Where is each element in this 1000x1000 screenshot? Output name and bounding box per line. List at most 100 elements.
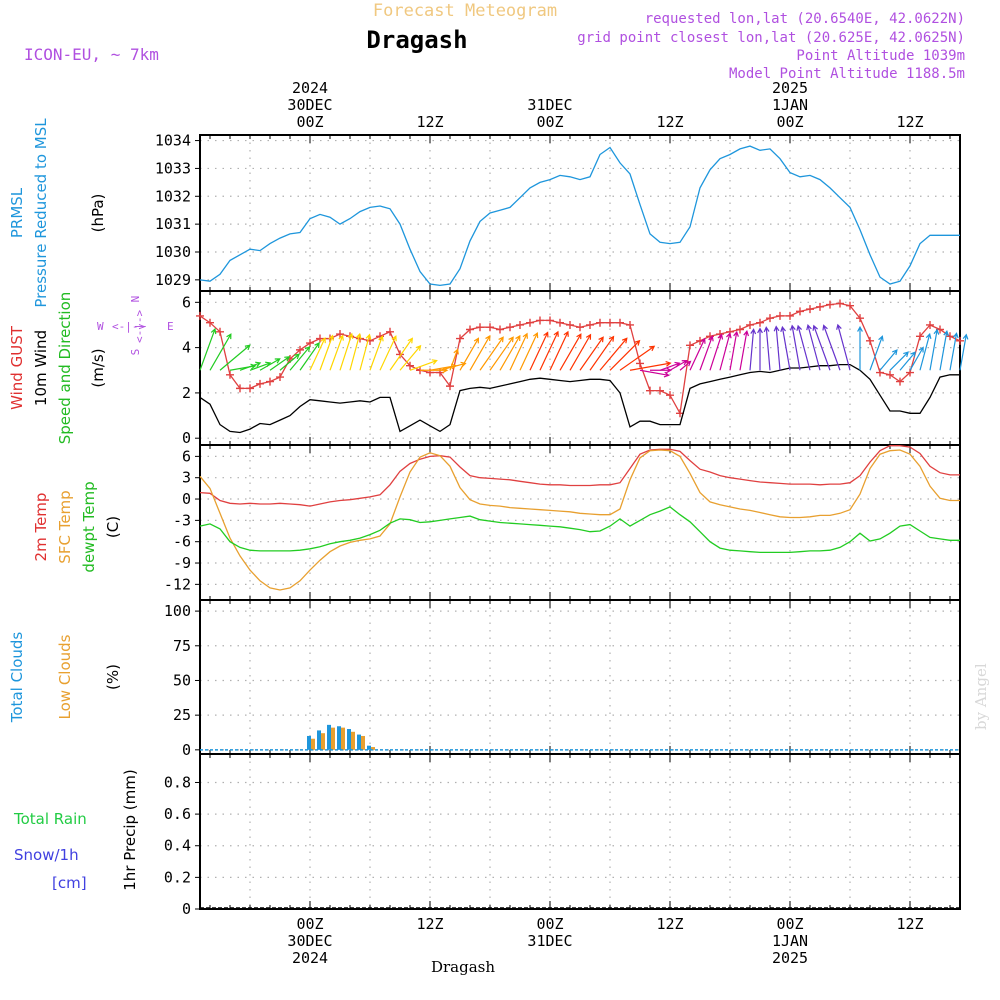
gust-marker [946,332,954,341]
wind-direction-arrow [869,335,884,371]
gust-marker [766,314,774,323]
gust-marker [646,386,654,395]
gust-marker [486,323,494,332]
side-label: Total Clouds [8,632,26,724]
gust-marker [476,323,484,332]
y-tick-label: 75 [173,637,191,655]
wind-direction-arrow [806,324,821,371]
panel-frame [199,753,961,910]
series-prmsl [199,145,960,287]
wind-direction-arrow [489,336,514,371]
wind-direction-arrow [749,328,757,371]
bar-total-clouds [337,726,341,750]
panel-pressure: 1029 1030 1031 1032 1033 1034 [155,132,961,292]
wind-direction-arrow [569,333,592,371]
wind-direction-arrow [349,332,362,371]
wind-direction-arrow [329,334,344,371]
wind-direction-arrow [269,356,291,371]
series-wind-gust [199,302,961,416]
gust-marker [756,318,764,327]
series-dewpt-temp [199,506,960,554]
gust-marker [266,377,274,386]
wind-direction-arrow [699,335,714,371]
compass-arrows-h: <-|-> [112,320,145,333]
wind-compass: N S W E <-|-> <-|-> [97,296,174,356]
wind-direction-arrow [780,325,791,371]
wind-direction-arrow [449,348,459,371]
y-tick-label: 0.4 [164,837,191,855]
wind-direction-arrow [389,337,414,371]
wind-direction-arrow [773,325,781,371]
gust-marker [856,314,864,323]
bar-low-clouds [361,735,365,750]
bar-low-clouds [331,727,335,750]
compass-w: W [97,320,104,333]
wind-direction-arrow [369,335,384,371]
time-label: 12Z [656,915,683,933]
wind-direction-arrow [879,349,898,371]
gust-marker [516,320,524,329]
y-tick-label: 1029 [155,271,191,289]
gust-marker [546,316,554,325]
wind-direction-arrow [549,330,569,371]
wind-direction-arrow [919,332,932,371]
panel-precip: 0 0.2 0.4 0.6 0.8 [164,753,961,918]
wind-direction-arrow [379,335,397,371]
time-label: 2025 [772,949,808,967]
y-tick-label: 3 [182,469,191,487]
wind-direction-arrow [939,330,950,371]
wind-direction-arrow [559,333,582,371]
bar-total-clouds [317,730,321,750]
wind-direction-arrow [589,335,615,371]
y-tick-label: 50 [173,671,191,689]
wind-direction-arrow [199,327,217,371]
side-label: Wind GUST [8,325,26,410]
wind-direction-arrow [219,344,251,371]
wind-direction-arrow [619,345,656,371]
gust-marker [216,327,224,336]
wind-direction-arrow [319,334,334,371]
time-label: 2024 [292,949,328,967]
wind-direction-arrow [469,334,491,371]
gust-marker [926,320,934,329]
y-tick-label: -12 [164,575,191,593]
time-label: 12Z [896,113,923,131]
footer-location: Dragash [431,958,495,976]
wind-direction-arrow [959,333,969,371]
y-tick-label: 25 [173,706,191,724]
time-label: 12Z [416,113,443,131]
time-label: 00Z [296,915,323,933]
gust-marker [816,302,824,311]
gust-marker [916,332,924,341]
side-label: 10m Wind [32,330,50,406]
wind-direction-arrow [689,337,706,371]
wind-direction-arrow [796,324,811,371]
model-altitude: Model Point Altitude 1188.5m [729,66,965,82]
gust-marker [666,391,674,400]
y-tick-label: 1032 [155,187,191,205]
wind-direction-arrow [299,341,320,371]
bar-total-clouds [367,745,371,750]
time-label: 30DEC [287,932,332,950]
wind-direction-arrow [757,327,763,371]
wind-direction-arrow [929,328,940,371]
bar-low-clouds [341,727,345,750]
gust-marker [786,311,794,320]
bar-total-clouds [347,729,351,750]
wind-direction-arrow [239,361,262,371]
compass-e: E [167,320,174,333]
y-tick-label: 0 [182,490,191,508]
wind-direction-arrow [339,332,354,371]
y-tick-label: 0.6 [164,805,191,823]
gust-marker [306,339,314,348]
side-label: SFC Temp [56,490,74,563]
model-label: ICON-EU, ~ 7km [24,45,159,64]
y-axis-label: (hPa) [89,194,107,233]
gust-marker [566,320,574,329]
gust-marker [536,316,544,325]
y-tick-label: 0 [182,900,191,918]
gust-marker [196,311,204,320]
location-title: Dragash [366,26,467,54]
wind-direction-arrow [789,324,801,371]
side-label: 2m Temp [32,493,50,562]
